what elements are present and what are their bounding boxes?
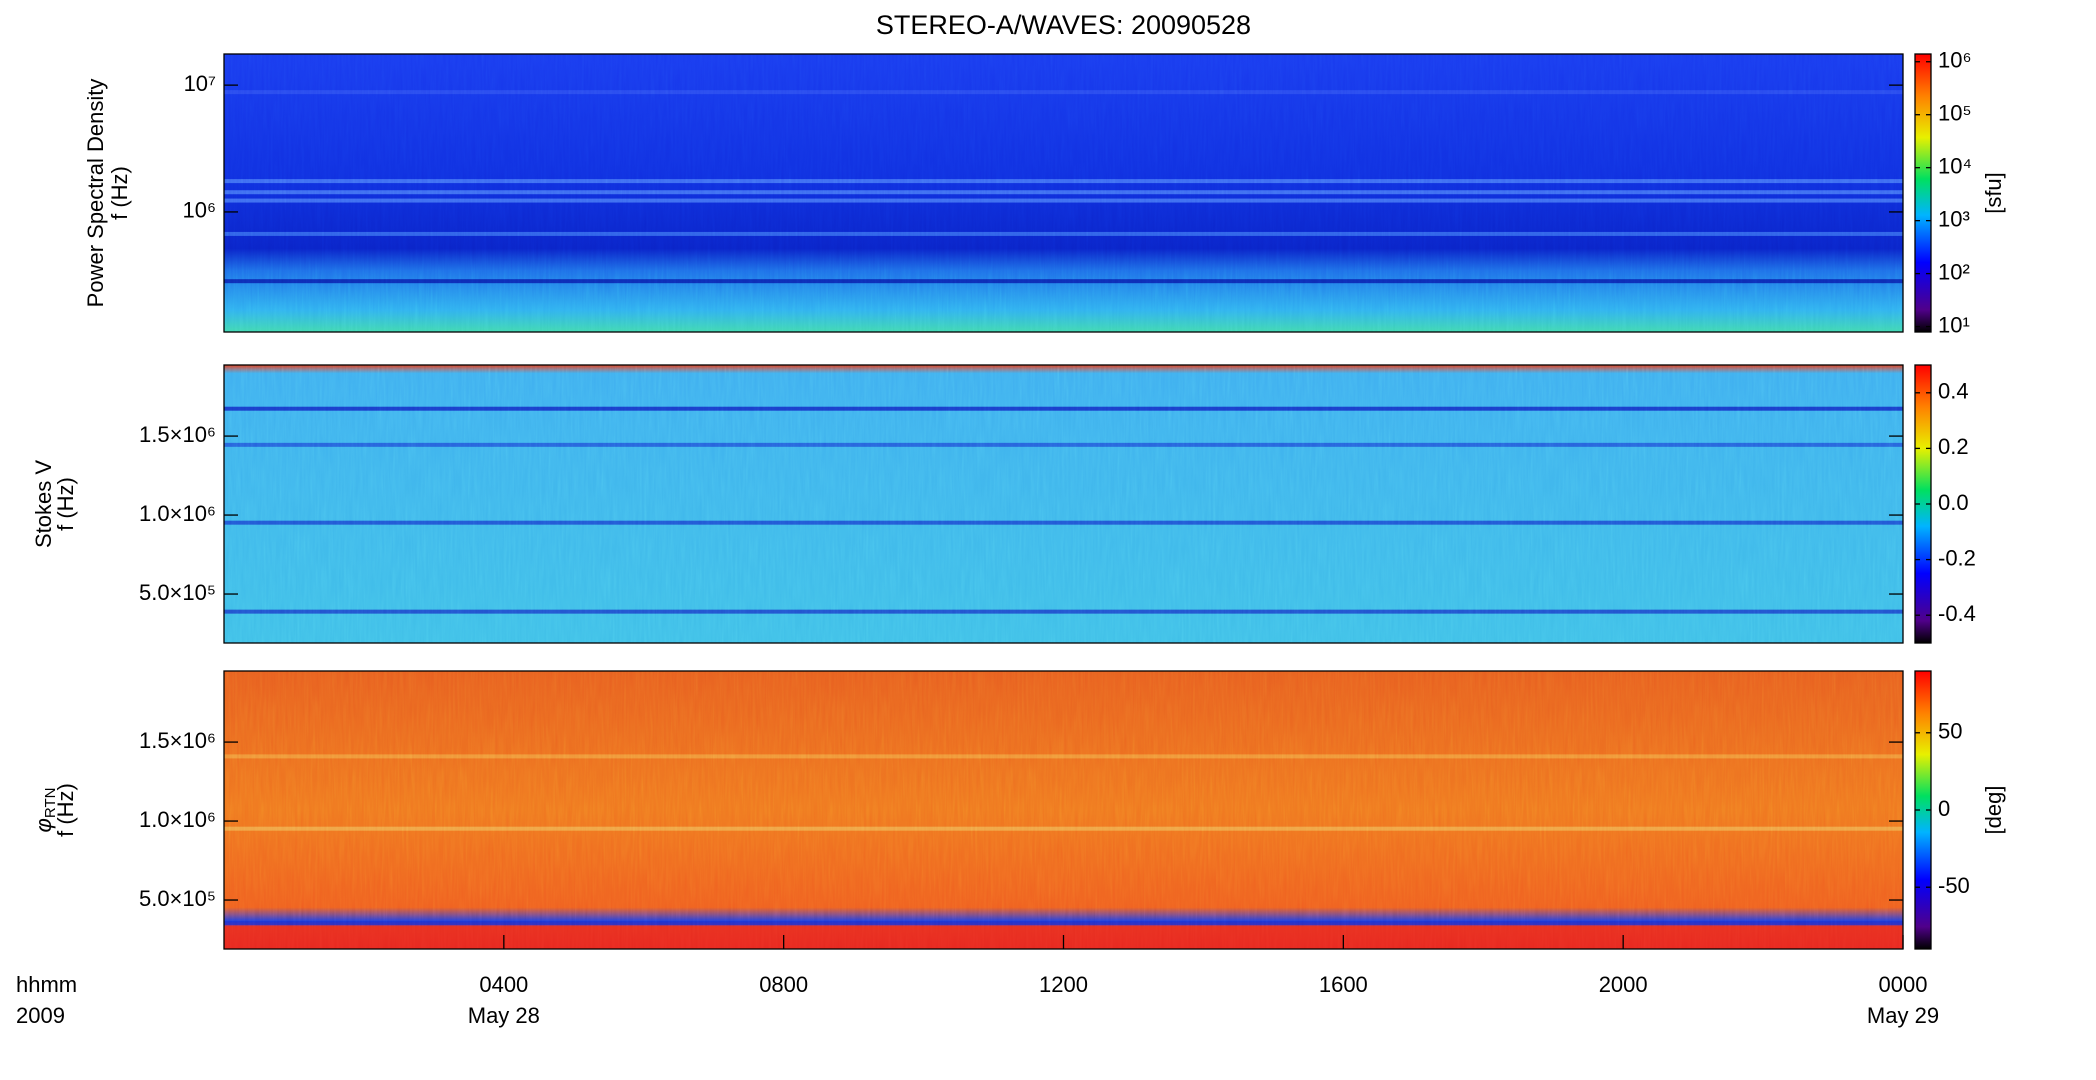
spectrogram-texture [224, 54, 1903, 332]
colorbar-tick-label: 10¹ [1938, 312, 1970, 337]
y-tick-label: 10⁶ [182, 198, 216, 223]
y-tick-label: 1.5×10⁶ [139, 422, 216, 447]
x-axis-label: hhmm [16, 972, 77, 997]
colorbar [1914, 53, 1932, 333]
spectrogram-texture [224, 671, 1903, 949]
colorbar-label: [deg] [1981, 786, 2006, 835]
colorbar-tick-label: 10⁴ [1938, 153, 1972, 178]
y-tick-label: 10⁷ [184, 71, 216, 96]
y-label: f (Hz) [53, 783, 78, 837]
y-label-subscript: RTN [42, 788, 59, 819]
x-tick-label: 0000 [1879, 972, 1928, 997]
colorbar-tick-label: -50 [1938, 873, 1970, 898]
y-label: Stokes V [31, 460, 56, 548]
x-tick-label: 2000 [1599, 972, 1648, 997]
colorbar-tick-label: 0.4 [1938, 379, 1969, 404]
colorbar-tick-label: 10⁵ [1938, 101, 1972, 126]
plot-frame [223, 53, 1904, 333]
y-label: Power Spectral Density [83, 79, 108, 308]
x-tick-sublabel: May 29 [1867, 1003, 1939, 1028]
plot-frame [223, 364, 1904, 644]
colorbar-tick-label: 0.2 [1938, 434, 1969, 459]
colorbar-tick-label: -0.2 [1938, 545, 1976, 570]
y-label-symbol: φRTN [31, 788, 59, 833]
y-tick-label: 1.0×10⁶ [139, 501, 216, 526]
colorbar-label: [sfu] [1981, 172, 2006, 214]
colorbar-tick-label: 10² [1938, 259, 1970, 284]
chart-title: STEREO-A/WAVES: 20090528 [876, 10, 1251, 40]
colorbar-tick-label: 0.0 [1938, 490, 1969, 515]
colorbar-tick-label: 10⁶ [1938, 48, 1972, 73]
y-tick-label: 1.0×10⁶ [139, 807, 216, 832]
colorbar-tick-label: 10³ [1938, 206, 1970, 231]
y-label-symbol-main: φ [31, 818, 56, 832]
x-tick-label: 0400 [479, 972, 528, 997]
x-tick-label: 0800 [759, 972, 808, 997]
y-tick-label: 1.5×10⁶ [139, 728, 216, 753]
spectrogram-texture [224, 365, 1903, 643]
colorbar-tick-label: 50 [1938, 719, 1962, 744]
y-label: f (Hz) [107, 166, 132, 220]
y-tick-label: 5.0×10⁵ [139, 886, 216, 911]
colorbar-tick-label: 0 [1938, 796, 1950, 821]
colorbar-tick-label: -0.4 [1938, 601, 1976, 626]
y-tick-label: 5.0×10⁵ [139, 580, 216, 605]
x-axis-label: 2009 [16, 1003, 65, 1028]
y-label: f (Hz) [53, 477, 78, 531]
x-tick-sublabel: May 28 [468, 1003, 540, 1028]
x-tick-label: 1600 [1319, 972, 1368, 997]
x-tick-label: 1200 [1039, 972, 1088, 997]
